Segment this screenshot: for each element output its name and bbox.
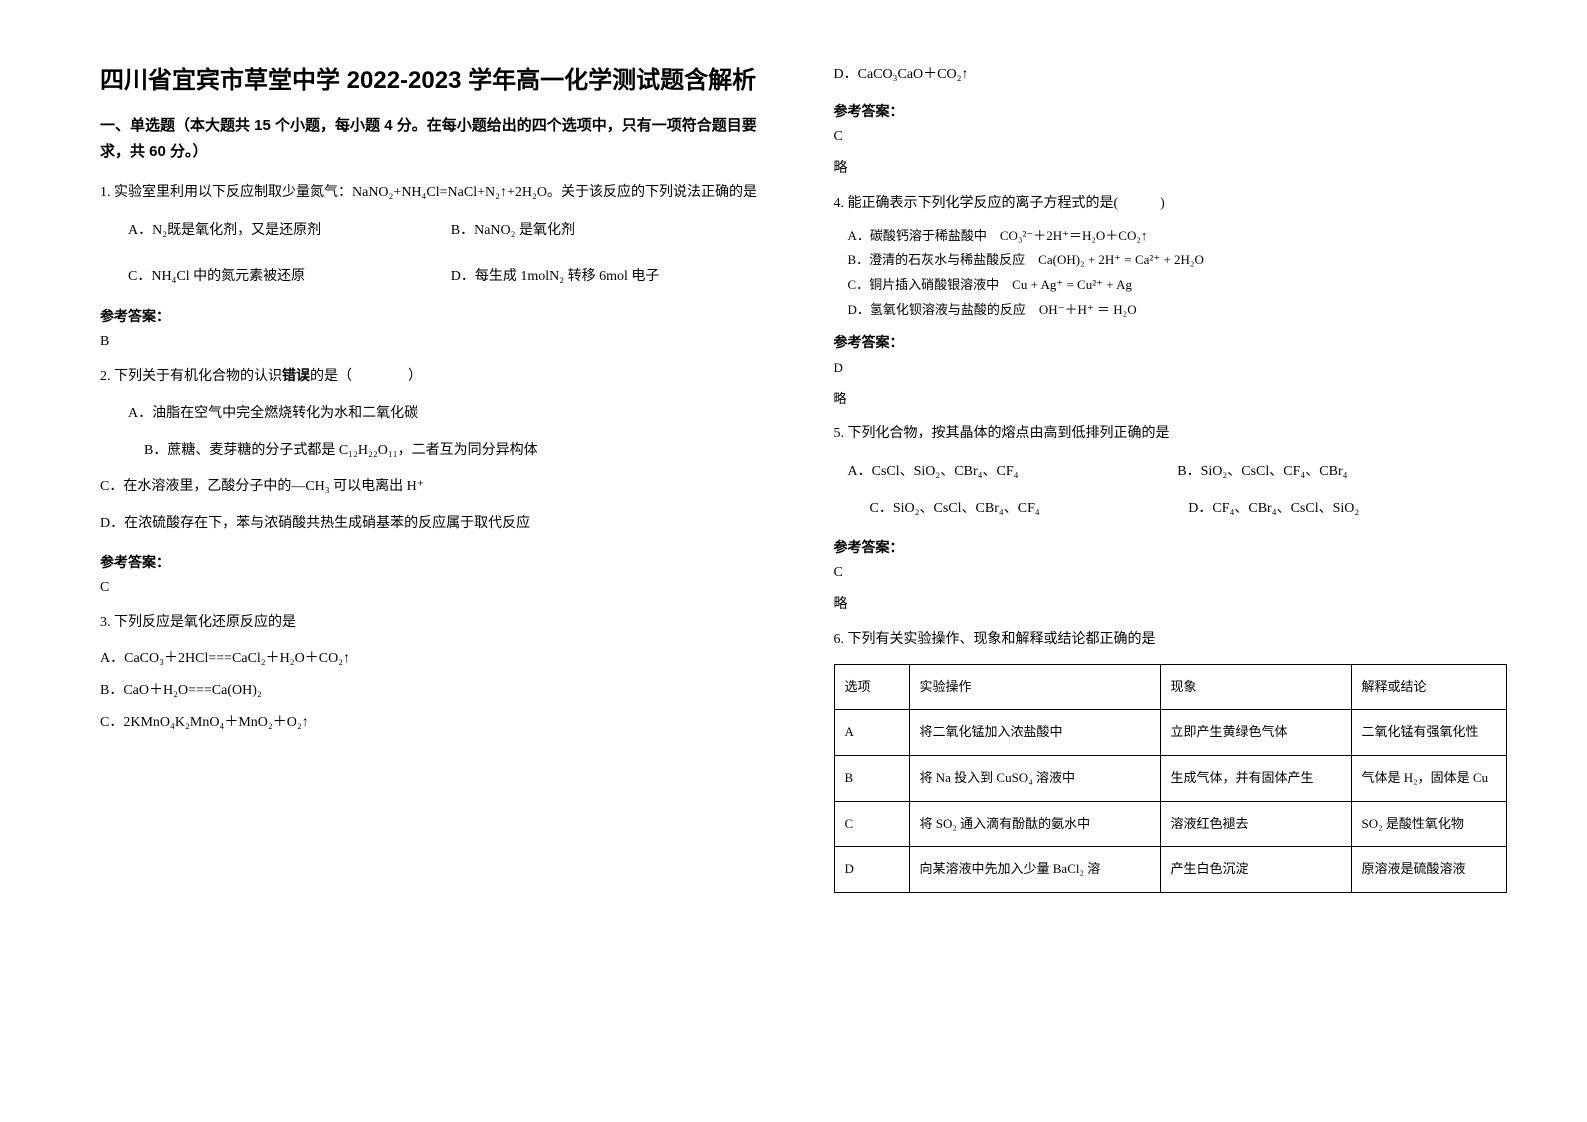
q2-stem-pre: 2. 下列关于有机化合物的认识 (100, 369, 282, 384)
q3-opt-d-wrap: D．CaCO₃CaO＋CO₂↑ (834, 60, 1508, 91)
question-6: 6. 下列有关实验操作、现象和解释或结论都正确的是 选项 实验操作 现象 解释或… (834, 625, 1508, 893)
question-2: 2. 下列关于有机化合物的认识错误的是（ ） A．油脂在空气中完全燃烧转化为水和… (100, 362, 774, 542)
q6-r3c2: 产生白色沉淀 (1160, 847, 1351, 893)
q6-th-0: 选项 (834, 664, 909, 710)
question-1: 1. 实验室里利用以下反应制取少量氮气：NaNO₂+NH₄Cl=NaCl+N₂↑… (100, 178, 774, 296)
q6-r2c3: SO₂ 是酸性氧化物 (1351, 801, 1507, 847)
q2-opt-c: C．在水溶液里，乙酸分子中的—CH₃ 可以电离出 H⁺ (100, 469, 774, 505)
q4-opt-c: C．铜片插入硝酸银溶液中 Cu + Ag⁺ = Cu²⁺ + Ag (848, 273, 1508, 298)
q3-opt-d: D．CaCO₃CaO＋CO₂↑ (834, 60, 1508, 91)
q4-opt-a: A．碳酸钙溶于稀盐酸中 CO₃²⁻＋2H⁺＝H₂O＋CO₂↑ (848, 224, 1508, 249)
q2-opt-d: D．在浓硫酸存在下，苯与浓硝酸共热生成硝基苯的反应属于取代反应 (100, 506, 774, 542)
q6-r0c2: 立即产生黄绿色气体 (1160, 710, 1351, 756)
section-heading: 一、单选题（本大题共 15 个小题，每小题 4 分。在每小题给出的四个选项中，只… (100, 113, 774, 164)
q6-th-1: 实验操作 (909, 664, 1160, 710)
question-4: 4. 能正确表示下列化学反应的离子方程式的是( ) A．碳酸钙溶于稀盐酸中 CO… (834, 189, 1508, 323)
q5-opt-c: C．SiO₂、CsCl、CBr₄、CF₄ (870, 491, 1189, 527)
q3-note: 略 (834, 157, 1508, 177)
answer-label: 参考答案： (100, 552, 774, 572)
q4-stem: 4. 能正确表示下列化学反应的离子方程式的是( ) (834, 189, 1508, 220)
q6-r1c2: 生成气体，并有固体产生 (1160, 755, 1351, 801)
q5-note: 略 (834, 593, 1508, 613)
q6-r0c1: 将二氧化锰加入浓盐酸中 (909, 710, 1160, 756)
q6-r0c0: A (834, 710, 909, 756)
answer-label: 参考答案： (834, 332, 1508, 352)
q4-opt-b: B．澄清的石灰水与稀盐酸反应 Ca(OH)₂ + 2H⁺ = Ca²⁺ + 2H… (848, 248, 1508, 273)
question-5: 5. 下列化合物，按其晶体的熔点由高到低排列正确的是 A．CsCl、SiO₂、C… (834, 419, 1508, 527)
table-row: B 将 Na 投入到 CuSO₄ 溶液中 生成气体，并有固体产生 气体是 H₂，… (834, 755, 1507, 801)
q6-r3c1: 向某溶液中先加入少量 BaCl₂ 溶 (909, 847, 1160, 893)
table-row: A 将二氧化锰加入浓盐酸中 立即产生黄绿色气体 二氧化锰有强氧化性 (834, 710, 1507, 756)
q3-opt-c: C．2KMnO₄K₂MnO₄＋MnO₂＋O₂↑ (100, 707, 774, 739)
q3-answer: C (834, 129, 1508, 145)
q2-stem-bold: 错误 (282, 369, 310, 384)
answer-label: 参考答案： (834, 101, 1508, 121)
q6-r1c0: B (834, 755, 909, 801)
q4-opt-d: D．氢氧化钡溶液与盐酸的反应 OH⁻＋H⁺ ＝ H₂O (848, 298, 1508, 323)
q4-note: 略 (834, 388, 1508, 407)
q5-opt-a: A．CsCl、SiO₂、CBr₄、CF₄ (848, 454, 1178, 490)
q1-opt-c: C．NH₄Cl 中的氮元素被还原 (128, 259, 451, 295)
q6-r2c2: 溶液红色褪去 (1160, 801, 1351, 847)
q1-opt-d: D．每生成 1molN₂ 转移 6mol 电子 (451, 259, 774, 295)
q5-opt-d: D．CF₄、CBr₄、CsCl、SiO₂ (1188, 491, 1507, 527)
q6-th-2: 现象 (1160, 664, 1351, 710)
table-row: D 向某溶液中先加入少量 BaCl₂ 溶 产生白色沉淀 原溶液是硫酸溶液 (834, 847, 1507, 893)
q6-r3c3: 原溶液是硫酸溶液 (1351, 847, 1507, 893)
question-3: 3. 下列反应是氧化还原反应的是 A．CaCO₃＋2HCl===CaCl₂＋H₂… (100, 608, 774, 739)
answer-label: 参考答案： (100, 306, 774, 326)
table-row: 选项 实验操作 现象 解释或结论 (834, 664, 1507, 710)
q2-opt-a: A．油脂在空气中完全燃烧转化为水和二氧化碳 (128, 396, 774, 432)
q5-answer: C (834, 565, 1508, 581)
q6-r2c1: 将 SO₂ 通入滴有酚酞的氨水中 (909, 801, 1160, 847)
q3-opt-a: A．CaCO₃＋2HCl===CaCl₂＋H₂O＋CO₂↑ (100, 643, 774, 675)
q6-r0c3: 二氧化锰有强氧化性 (1351, 710, 1507, 756)
q1-answer: B (100, 334, 774, 350)
q1-stem: 1. 实验室里利用以下反应制取少量氮气：NaNO₂+NH₄Cl=NaCl+N₂↑… (100, 178, 774, 209)
q2-answer: C (100, 580, 774, 596)
q6-th-3: 解释或结论 (1351, 664, 1507, 710)
q3-stem: 3. 下列反应是氧化还原反应的是 (100, 608, 774, 639)
table-row: C 将 SO₂ 通入滴有酚酞的氨水中 溶液红色褪去 SO₂ 是酸性氧化物 (834, 801, 1507, 847)
q5-opt-b: B．SiO₂、CsCl、CF₄、CBr₄ (1177, 454, 1507, 490)
q3-opt-b: B．CaO＋H₂O===Ca(OH)₂ (100, 675, 774, 707)
page-title: 四川省宜宾市草堂中学 2022-2023 学年高一化学测试题含解析 (100, 60, 774, 95)
q6-r1c1: 将 Na 投入到 CuSO₄ 溶液中 (909, 755, 1160, 801)
q6-r1c3: 气体是 H₂，固体是 Cu (1351, 755, 1507, 801)
q5-stem: 5. 下列化合物，按其晶体的熔点由高到低排列正确的是 (834, 419, 1508, 450)
q2-stem-post: 的是（ ） (310, 369, 422, 384)
q6-stem: 6. 下列有关实验操作、现象和解释或结论都正确的是 (834, 625, 1508, 656)
answer-label: 参考答案： (834, 537, 1508, 557)
q6-table: 选项 实验操作 现象 解释或结论 A 将二氧化锰加入浓盐酸中 立即产生黄绿色气体… (834, 664, 1508, 893)
q6-r2c0: C (834, 801, 909, 847)
q4-answer: D (834, 360, 1508, 376)
q1-opt-b: B．NaNO₂ 是氧化剂 (451, 213, 774, 249)
q1-opt-a: A．N₂既是氧化剂，又是还原剂 (128, 213, 451, 249)
q6-r3c0: D (834, 847, 909, 893)
q2-opt-b: B．蔗糖、麦芽糖的分子式都是 C₁₂H₂₂O₁₁，二者互为同分异构体 (128, 433, 774, 469)
